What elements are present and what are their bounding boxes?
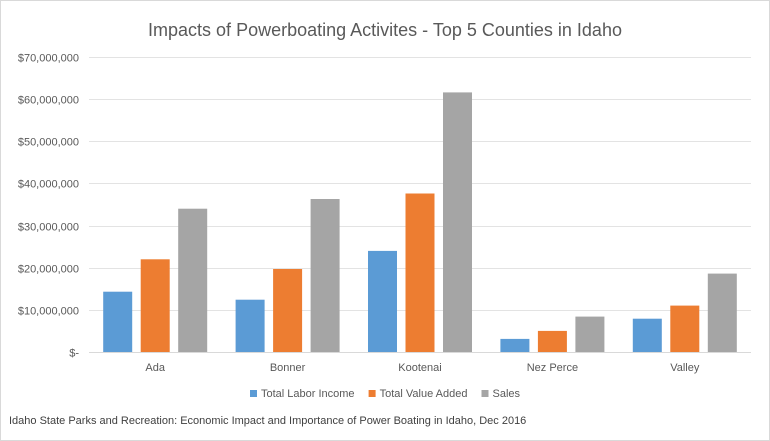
x-tick-label: Kootenai bbox=[398, 362, 441, 374]
bar-total-value-added-ada bbox=[140, 259, 170, 352]
y-axis-ticks: $- $10,000,000 $20,000,000 $30,000,000 $40,0… bbox=[18, 53, 80, 360]
legend-swatch-sales bbox=[481, 390, 489, 397]
y-tick-label: $40,000,000 bbox=[18, 179, 79, 191]
bar-total-labor-income-kootenai bbox=[368, 250, 397, 352]
y-tick-label: $- bbox=[69, 348, 79, 360]
y-tick-label: $70,000,000 bbox=[18, 53, 79, 65]
bar-total-labor-income-bonner bbox=[235, 299, 265, 352]
y-tick-label: $50,000,000 bbox=[18, 137, 79, 149]
x-tick-label: Bonner bbox=[270, 362, 306, 374]
x-tick-label: Nez Perce bbox=[527, 362, 578, 374]
x-axis-ticks: Ada Bonner Kootenai Nez Perce Valley bbox=[145, 362, 699, 374]
legend-label-total-value-added: Total Value Added bbox=[380, 388, 468, 400]
bar-sales-ada bbox=[178, 208, 208, 352]
bar-sales-valley bbox=[707, 273, 737, 352]
bar-total-labor-income-ada bbox=[103, 291, 133, 352]
legend-label-sales: Sales bbox=[493, 388, 521, 400]
bar-total-value-added-valley bbox=[670, 305, 700, 352]
y-tick-label: $30,000,000 bbox=[18, 222, 79, 234]
legend-label-total-labor-income: Total Labor Income bbox=[261, 388, 355, 400]
legend: Total Labor Income Total Value Added Sales bbox=[250, 388, 521, 400]
chart-title: Impacts of Powerboating Activites - Top … bbox=[148, 20, 622, 40]
y-tick-label: $60,000,000 bbox=[18, 95, 79, 107]
x-tick-label: Valley bbox=[670, 362, 700, 374]
legend-swatch-total-labor-income bbox=[250, 390, 257, 397]
legend-swatch-total-value-added bbox=[368, 390, 376, 397]
y-tick-label: $20,000,000 bbox=[18, 264, 79, 276]
bar-total-value-added-bonner bbox=[273, 269, 303, 352]
bars bbox=[103, 92, 737, 353]
bar-sales-bonner bbox=[310, 199, 340, 352]
bar-total-value-added-kootenai bbox=[405, 193, 435, 352]
x-tick-label: Ada bbox=[145, 362, 165, 374]
y-tick-label: $10,000,000 bbox=[18, 306, 79, 318]
bar-sales-kootenai bbox=[443, 92, 472, 353]
bar-sales-nez-perce bbox=[575, 316, 605, 352]
bar-total-labor-income-valley bbox=[632, 318, 662, 352]
bar-total-labor-income-nez-perce bbox=[500, 338, 530, 352]
bar-total-value-added-nez-perce bbox=[537, 330, 567, 352]
source-note: Idaho State Parks and Recreation: Econom… bbox=[9, 415, 527, 427]
